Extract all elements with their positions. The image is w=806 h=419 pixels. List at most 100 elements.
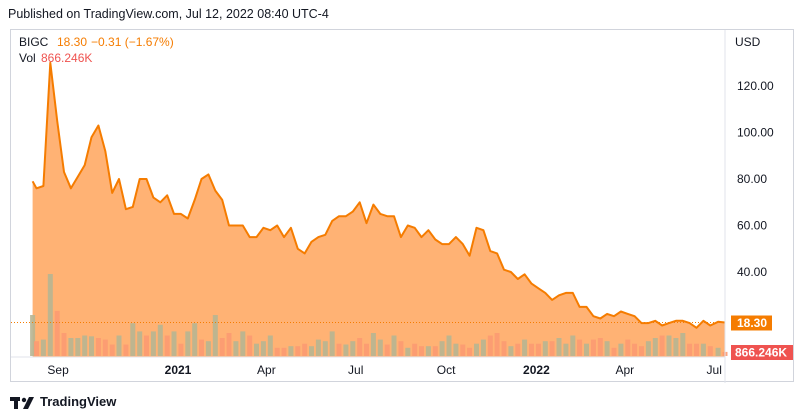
volume-bar bbox=[370, 333, 376, 356]
volume-bar bbox=[563, 343, 569, 356]
volume-bar bbox=[30, 315, 36, 356]
y-tick-label: 100.00 bbox=[737, 126, 774, 140]
volume-bar bbox=[288, 346, 294, 356]
volume-bar bbox=[384, 344, 390, 356]
volume-bar bbox=[233, 341, 239, 356]
volume-bar bbox=[597, 338, 603, 356]
chart-legend: BIGC 18.30 −0.31 (−1.67%) Vol 866.246K bbox=[19, 35, 174, 65]
volume-bar bbox=[494, 333, 500, 356]
volume-bar bbox=[501, 341, 507, 356]
x-tick-label: Sep bbox=[47, 363, 69, 377]
volume-bar bbox=[715, 347, 721, 356]
volume-bar bbox=[652, 338, 658, 356]
volume-bar bbox=[584, 343, 589, 356]
y-tick-label: 60.00 bbox=[737, 219, 767, 233]
volume-bar bbox=[377, 339, 383, 356]
volume-bar bbox=[150, 331, 156, 356]
volume-bar bbox=[137, 331, 143, 356]
volume-bar bbox=[247, 335, 253, 356]
brand-name: TradingView bbox=[40, 394, 117, 409]
volume-bar bbox=[40, 339, 46, 356]
volume-bar bbox=[439, 341, 445, 356]
volume-bar bbox=[535, 343, 541, 356]
volume-bar bbox=[116, 335, 122, 356]
volume-bar bbox=[350, 341, 356, 356]
volume-bar bbox=[164, 335, 170, 356]
volume-bar bbox=[89, 336, 94, 356]
volume-bar bbox=[302, 343, 308, 356]
volume-bar bbox=[391, 335, 397, 356]
svg-text:18.30: 18.30 bbox=[737, 316, 767, 330]
volume-bar bbox=[645, 341, 651, 356]
volume-bar bbox=[315, 339, 321, 356]
volume-bar bbox=[329, 331, 335, 356]
volume-bar bbox=[123, 344, 129, 356]
y-tick-label: 120.00 bbox=[737, 79, 774, 93]
volume-bar bbox=[109, 344, 115, 356]
volume-bar bbox=[515, 343, 521, 356]
volume-bar bbox=[412, 343, 418, 356]
volume-bar bbox=[357, 338, 363, 356]
volume-bar bbox=[34, 341, 39, 356]
y-tick-label: 40.00 bbox=[737, 265, 767, 279]
volume-bar bbox=[185, 331, 191, 356]
volume-bar bbox=[625, 339, 631, 356]
last-volume-badge: 866.246K bbox=[731, 345, 793, 360]
volume-bar bbox=[453, 343, 459, 356]
volume-bar bbox=[673, 338, 679, 356]
volume-bar bbox=[467, 347, 473, 356]
y-tick-label: 80.00 bbox=[737, 172, 767, 186]
volume-bar bbox=[570, 335, 576, 356]
price-line bbox=[31, 61, 726, 329]
legend-vol-label: Vol bbox=[19, 51, 36, 65]
x-tick-label: 2022 bbox=[523, 363, 550, 377]
legend-change: −0.31 (−1.67%) bbox=[91, 35, 174, 49]
legend-price: 18.30 bbox=[57, 35, 87, 49]
currency-label: USD bbox=[735, 35, 761, 49]
price-area bbox=[32, 62, 726, 358]
volume-bar bbox=[611, 347, 617, 356]
tradingview-brand[interactable]: TradingView bbox=[10, 394, 116, 409]
volume-bar bbox=[425, 346, 431, 356]
volume-bar bbox=[240, 331, 246, 356]
x-tick-label: 2021 bbox=[165, 363, 192, 377]
volume-bar bbox=[178, 343, 184, 356]
volume-bar bbox=[144, 335, 149, 356]
volume-bar bbox=[102, 339, 108, 356]
volume-bar bbox=[157, 324, 163, 356]
volume-bar bbox=[549, 341, 555, 356]
volume-bar bbox=[364, 343, 369, 356]
volume-bar bbox=[54, 310, 60, 356]
volume-bar bbox=[219, 338, 225, 356]
volume-bar bbox=[542, 341, 548, 356]
volume-bar bbox=[639, 346, 644, 356]
volume-bar bbox=[295, 346, 301, 356]
volume-bar bbox=[508, 346, 514, 356]
price-chart[interactable]: 40.00 60.00 80.00 100.00 120.00 Sep 2021 Apr Jul… bbox=[11, 30, 795, 383]
volume-bar bbox=[205, 341, 211, 356]
x-tick-label: Jul bbox=[348, 363, 363, 377]
tradingview-logo-icon bbox=[10, 396, 34, 409]
svg-text:866.246K: 866.246K bbox=[735, 346, 787, 360]
volume-bar bbox=[343, 344, 349, 356]
volume-bar bbox=[432, 346, 438, 356]
volume-bar bbox=[460, 344, 466, 356]
volume-bar bbox=[61, 333, 67, 356]
volume-bar bbox=[632, 343, 638, 356]
volume-bar bbox=[618, 343, 624, 356]
x-tick-label: Apr bbox=[615, 363, 634, 377]
volume-bar bbox=[446, 335, 452, 356]
volume-bar bbox=[487, 335, 493, 356]
volume-bar bbox=[577, 339, 583, 356]
x-tick-label: Jul bbox=[707, 363, 722, 377]
chart-frame[interactable]: 40.00 60.00 80.00 100.00 120.00 Sep 2021 Apr Jul… bbox=[10, 29, 795, 383]
volume-bar bbox=[529, 343, 534, 356]
x-tick-label: Apr bbox=[257, 363, 276, 377]
legend-symbol: BIGC bbox=[19, 35, 49, 49]
volume-bar bbox=[405, 347, 411, 356]
published-header: Published on TradingView.com, Jul 12, 20… bbox=[8, 7, 329, 21]
volume-bar bbox=[474, 343, 479, 356]
volume-bar bbox=[666, 335, 672, 356]
volume-bar bbox=[68, 338, 74, 356]
volume-bar bbox=[322, 341, 328, 356]
